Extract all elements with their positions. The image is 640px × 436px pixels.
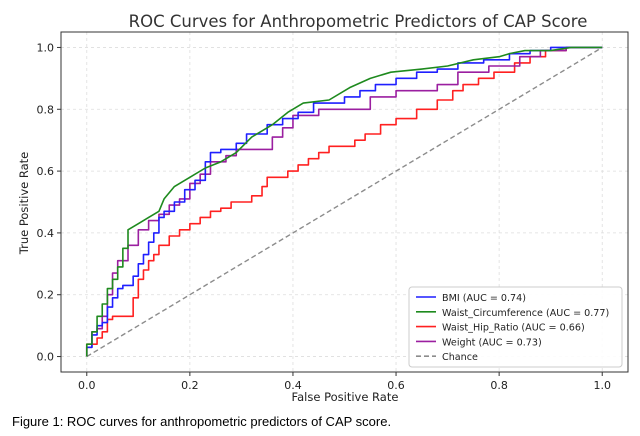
- plot-lines: [85, 46, 603, 358]
- legend-box: [408, 286, 623, 368]
- y-tick-label: 0.0: [37, 351, 55, 364]
- x-tick-label: 0.6: [387, 379, 405, 392]
- legend-label: Chance: [442, 352, 478, 363]
- figure-caption: Figure 1: ROC curves for anthropometric …: [12, 414, 392, 429]
- x-tick-label: 0.0: [78, 379, 96, 392]
- x-tick-label: 0.8: [490, 379, 508, 392]
- plot-frame: [60, 31, 629, 373]
- y-tick-label: 0.8: [37, 103, 55, 116]
- series-line-waist-circumference: [85, 46, 603, 357]
- y-tick-label: 0.4: [37, 227, 55, 240]
- y-axis-label: True Positive Rate: [17, 152, 31, 255]
- legend: BMI (AUC = 0.74) Waist_Circumference (AUC…: [408, 286, 623, 368]
- x-tick-label: 0.4: [284, 379, 302, 392]
- y-tick-label: 0.2: [37, 289, 55, 302]
- x-tick-label: 1.0: [593, 379, 611, 392]
- series-line-waist-hip-ratio: [85, 46, 603, 357]
- x-tick-label: 0.2: [181, 379, 199, 392]
- legend-label: Weight (AUC = 0.73): [442, 337, 542, 348]
- legend-label: Waist_Hip_Ratio (AUC = 0.66): [442, 323, 585, 334]
- y-tick-label: 0.6: [37, 165, 55, 178]
- chart-title: ROC Curves for Anthropometric Predictors…: [129, 12, 588, 31]
- series-line-bmi: [85, 46, 603, 357]
- series-line-weight: [85, 46, 603, 357]
- y-tick-label: 1.0: [37, 41, 55, 54]
- legend-label: BMI (AUC = 0.74): [442, 293, 526, 304]
- axis-ticks: 0.0 0.2 0.4 0.6 0.8 1.0 0.0 0.2 0.4 0.6 0.8 1.0: [37, 41, 611, 392]
- series-line-chance: [86, 46, 603, 358]
- legend-label: Waist_Circumference (AUC = 0.77): [442, 308, 609, 319]
- x-axis-label: False Positive Rate: [292, 390, 399, 404]
- roc-chart: ROC Curves for Anthropometric Predictors…: [17, 12, 629, 404]
